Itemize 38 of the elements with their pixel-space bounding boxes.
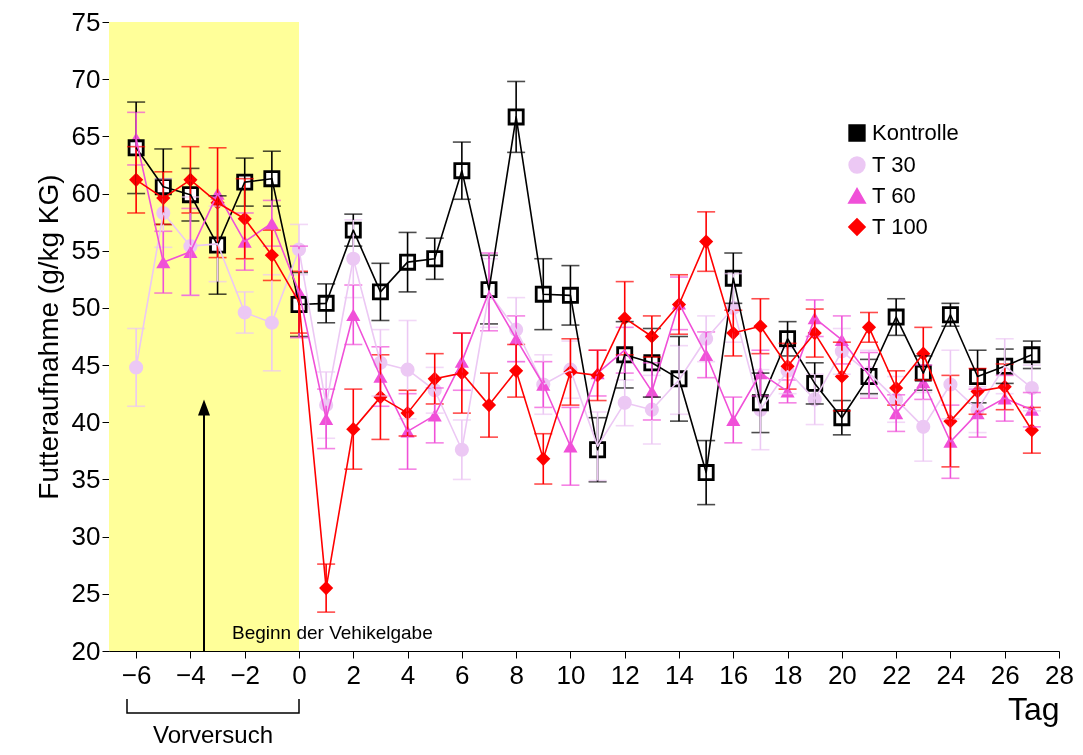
x-tick-label: 22 bbox=[882, 659, 912, 690]
x-tick-label: −2 bbox=[230, 659, 261, 690]
y-tick-label: 25 bbox=[71, 578, 101, 609]
legend-label: T 30 bbox=[872, 152, 916, 177]
x-axis-title: Tag bbox=[1007, 690, 1060, 727]
y-axis-title: Futteraufnahme (g/kg KG) bbox=[32, 174, 64, 500]
y-tick-label: 45 bbox=[71, 349, 101, 380]
x-tick-label: 4 bbox=[400, 659, 416, 690]
y-tick-label: 55 bbox=[71, 235, 101, 266]
y-tick-label: 35 bbox=[71, 463, 101, 494]
y-tick-label: 20 bbox=[71, 635, 101, 666]
x-tick-label: −6 bbox=[121, 659, 152, 690]
y-tick-label: 50 bbox=[71, 292, 101, 323]
x-tick-label: 12 bbox=[610, 659, 640, 690]
y-tick-label: 75 bbox=[71, 6, 101, 37]
y-tick-label: 60 bbox=[71, 178, 101, 209]
x-tick-label: 0 bbox=[292, 659, 307, 690]
x-tick-label: 8 bbox=[509, 659, 524, 690]
x-tick-label: 24 bbox=[936, 659, 966, 690]
legend-label: T 100 bbox=[872, 214, 928, 239]
band-label: Vorversuch bbox=[152, 721, 274, 748]
legend-label: Kontrolle bbox=[872, 120, 959, 145]
x-tick-label: 6 bbox=[455, 659, 470, 690]
x-tick-label: 14 bbox=[665, 659, 694, 690]
legend-label: T 60 bbox=[872, 183, 916, 208]
y-tick-label: 30 bbox=[71, 521, 101, 552]
x-tick-label: 16 bbox=[719, 659, 749, 690]
x-tick-label: 28 bbox=[1045, 659, 1074, 690]
x-tick-label: 26 bbox=[990, 659, 1020, 690]
y-tick-label: 65 bbox=[71, 120, 101, 151]
x-tick-label: 20 bbox=[827, 659, 857, 690]
x-tick-label: 18 bbox=[773, 659, 803, 690]
x-tick-label: 10 bbox=[556, 659, 586, 690]
y-tick-label: 70 bbox=[71, 63, 101, 94]
annotation: Beginn der Vehikelgabe bbox=[232, 622, 433, 643]
x-tick-label: 2 bbox=[346, 659, 362, 690]
y-tick-label: 40 bbox=[71, 406, 101, 437]
x-tick-label: −4 bbox=[176, 659, 206, 690]
